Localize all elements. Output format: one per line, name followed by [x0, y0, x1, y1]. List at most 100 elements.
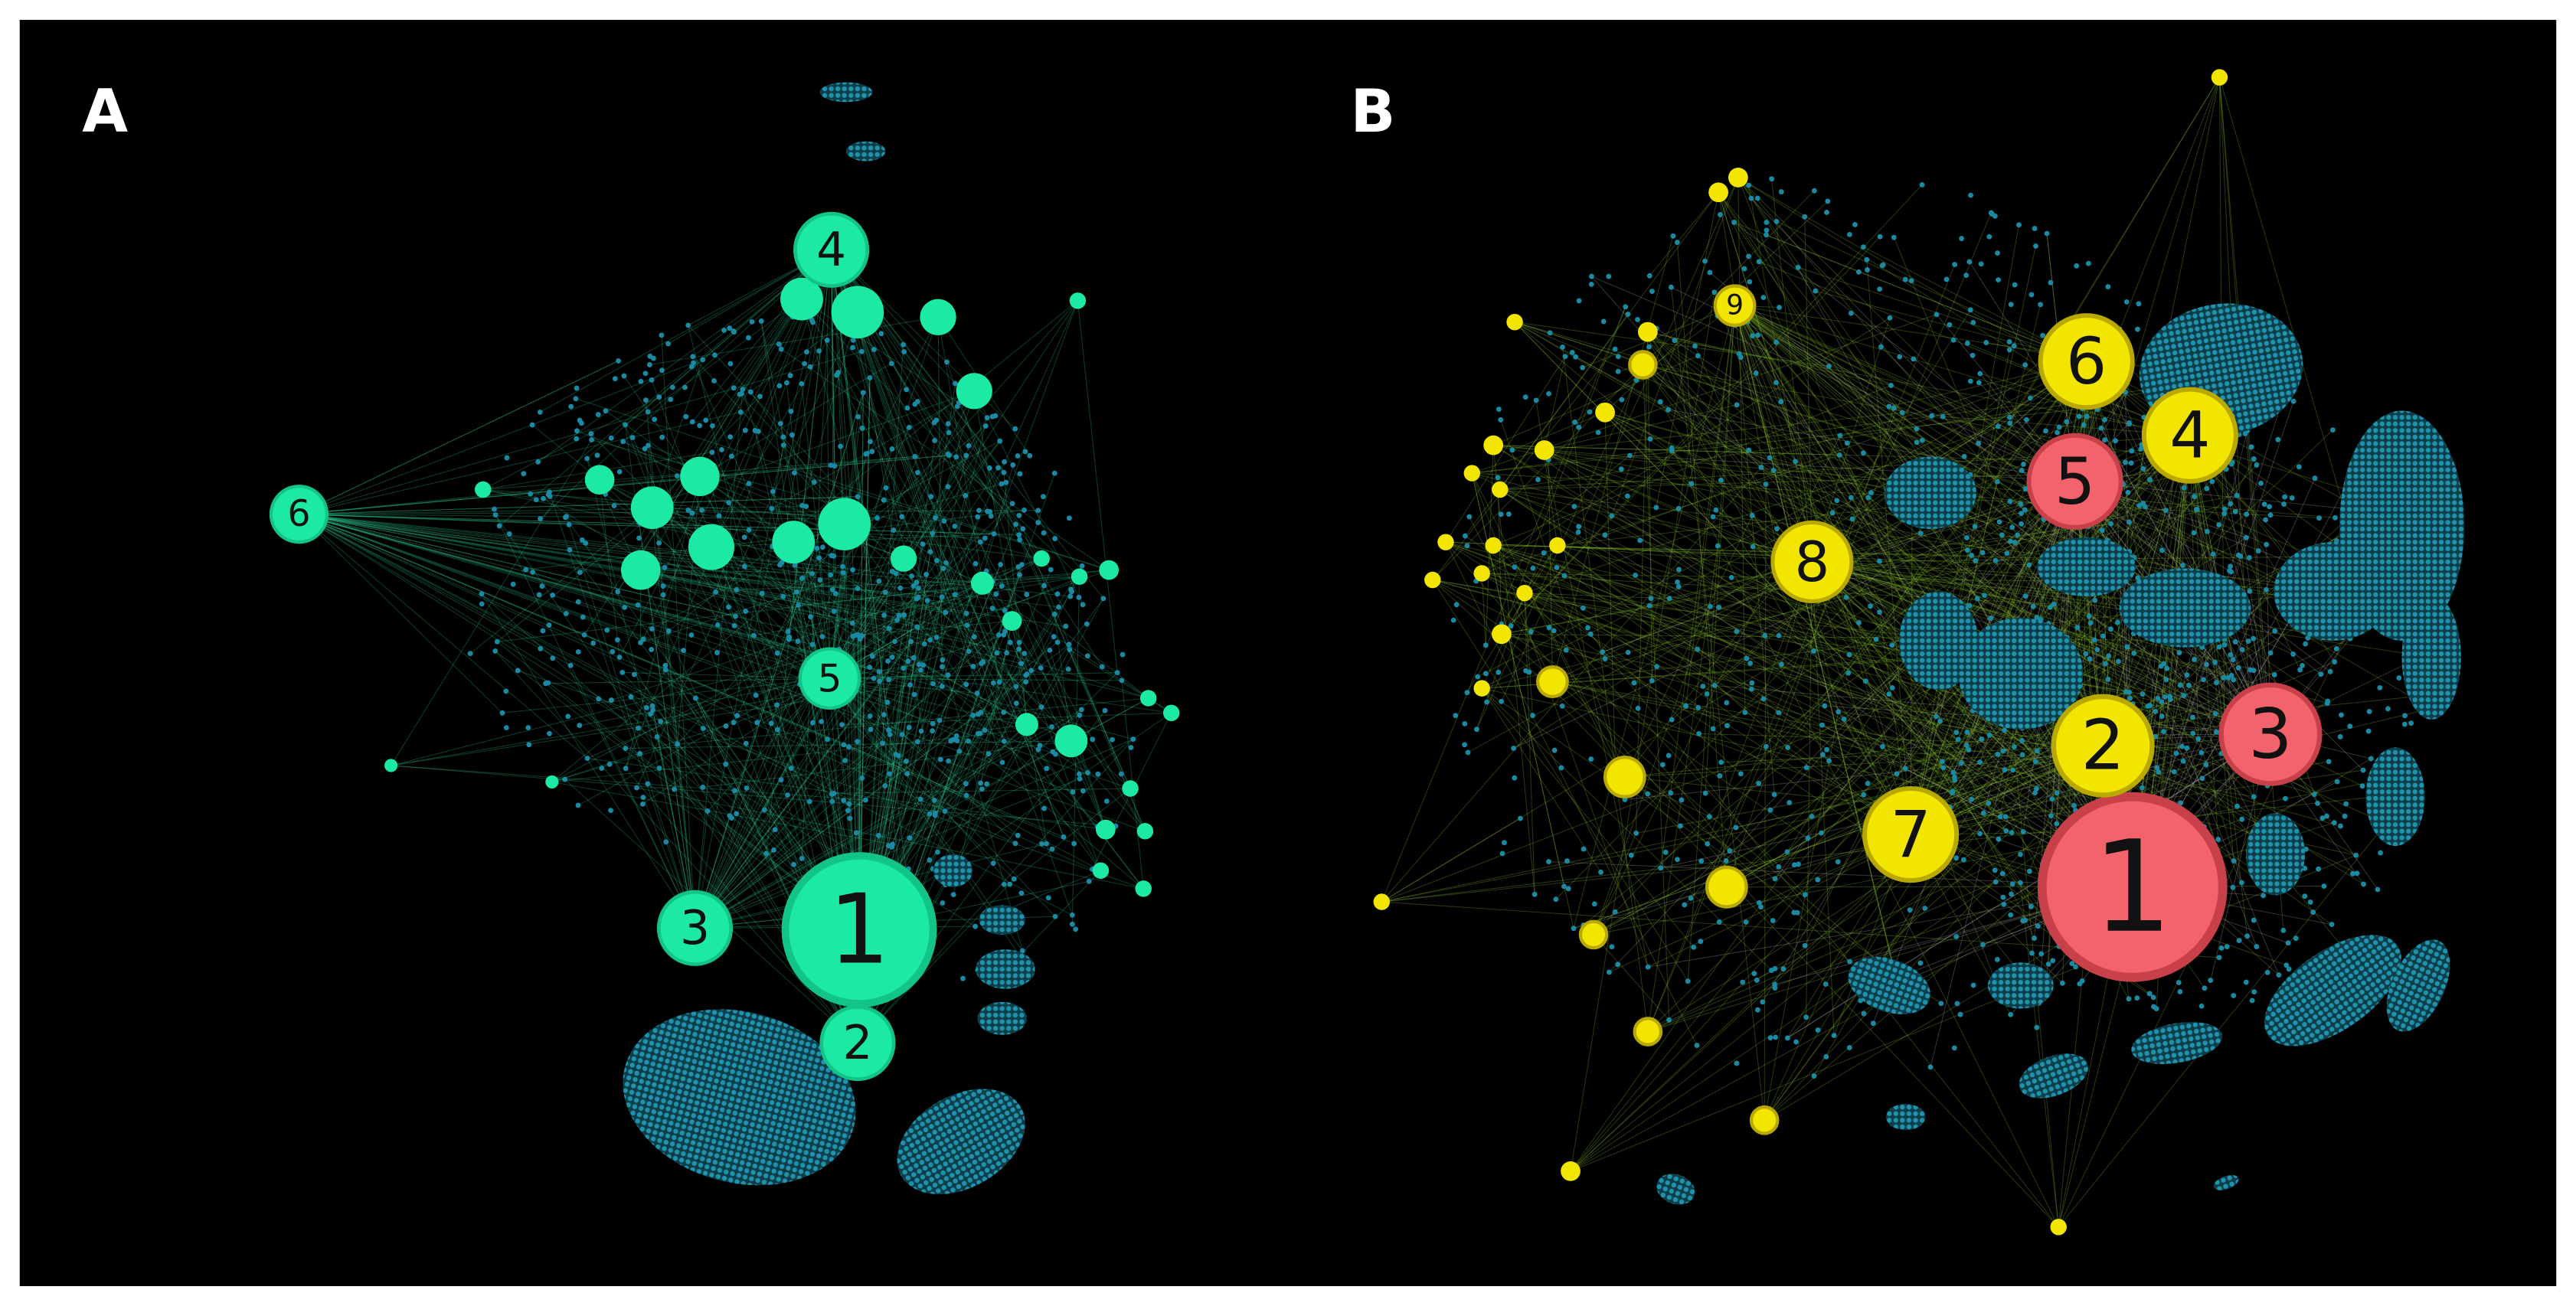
edge: [1481, 317, 1891, 574]
network-dot: [2038, 302, 2044, 308]
network-dot: [2043, 428, 2048, 434]
network-dot: [1001, 469, 1007, 475]
network-dot: [2002, 727, 2007, 733]
network-dot: [528, 491, 534, 497]
network-dot: [2087, 656, 2093, 662]
network-dot: [662, 564, 668, 570]
network-dot: [665, 341, 672, 347]
network-dot: [733, 613, 738, 619]
network-dot: [1727, 847, 1733, 854]
network-dot: [948, 738, 953, 744]
network-dot: [1846, 231, 1852, 237]
edge: [1659, 401, 1911, 835]
network-dot: [2032, 759, 2038, 765]
edge: [495, 514, 695, 929]
network-dot: [1483, 642, 1489, 648]
network-dot: [2026, 868, 2032, 874]
edge: [1910, 349, 2010, 835]
network-dot: [714, 650, 720, 655]
network-dot: [980, 659, 986, 664]
node-label: 6: [287, 493, 310, 535]
network-dot: [889, 446, 895, 452]
network-dot: [1648, 596, 1654, 602]
edge: [569, 549, 860, 930]
network-dot: [1635, 316, 1640, 322]
network-dot: [999, 481, 1005, 487]
edge: [1499, 314, 1629, 490]
network-dot: [1710, 514, 1716, 520]
network-dot: [2071, 802, 2077, 808]
network-dot: [2205, 528, 2210, 534]
edge: [794, 472, 1110, 571]
edge: [1764, 503, 2144, 1121]
network-dot: [1756, 259, 1762, 265]
network-dot: [1819, 830, 1824, 836]
network-dot: [2085, 260, 2091, 266]
edge: [1544, 449, 2125, 806]
edge: [1812, 561, 2423, 657]
network-dot: [2094, 647, 2100, 653]
edge: [695, 652, 998, 929]
edge: [2218, 77, 2350, 526]
network-dot: [930, 720, 936, 726]
edge: [1573, 305, 1736, 929]
node: [1534, 440, 1554, 460]
edge: [1676, 242, 1728, 887]
network-dot: [1889, 685, 1895, 691]
network-dot: [1532, 891, 1538, 897]
edge: [1465, 535, 1911, 835]
network-dot: [2300, 662, 2306, 668]
network-dot: [2251, 456, 2257, 462]
edge: [299, 514, 1059, 608]
network-dot: [575, 802, 581, 808]
edge: [1726, 408, 1894, 887]
edge: [829, 677, 1056, 755]
network-dot: [1879, 743, 1885, 749]
cluster: [2019, 1053, 2088, 1099]
network-dot: [2001, 901, 2007, 907]
network-dot: [914, 624, 920, 630]
network-dot: [574, 428, 580, 434]
network-dot: [1776, 632, 1782, 638]
network-dot: [2019, 752, 2025, 758]
cluster: [2131, 1022, 2222, 1064]
network-dot: [656, 766, 662, 771]
network-dot: [2009, 830, 2015, 836]
network-dot: [1716, 919, 1722, 925]
network-dot: [690, 354, 696, 360]
network-dot: [986, 465, 992, 471]
network-dot: [1734, 402, 1740, 408]
network-dot: [1001, 632, 1007, 638]
network-dot: [1453, 713, 1459, 719]
edge: [829, 403, 959, 679]
edge: [1687, 305, 1736, 981]
network-dot: [660, 583, 666, 589]
network-dot: [2251, 917, 2257, 923]
edge: [1054, 614, 1072, 741]
network-dot: [1770, 468, 1777, 473]
network-dot: [1128, 745, 1134, 750]
edge: [1668, 409, 2075, 482]
network-dot: [2073, 964, 2078, 970]
edge: [1734, 305, 1963, 629]
network-dot: [1560, 344, 1565, 350]
edge: [1707, 561, 1813, 844]
node: [1162, 704, 1180, 722]
edge: [2028, 435, 2191, 872]
edge: [1570, 701, 2162, 1172]
edge: [299, 411, 741, 515]
network-dot: [2016, 222, 2022, 228]
network-dot: [2004, 550, 2010, 557]
edge: [299, 505, 806, 515]
network-dot: [659, 434, 665, 440]
network-dot: [1012, 841, 1018, 847]
network-dot: [776, 341, 782, 347]
network-dot: [1815, 1027, 1821, 1033]
network-dot: [580, 614, 586, 620]
edge: [695, 713, 979, 929]
network-dot: [721, 328, 727, 333]
edge: [1557, 545, 2070, 922]
network-dot: [616, 469, 623, 475]
network-dot: [1130, 736, 1136, 743]
edge: [1910, 465, 2257, 835]
